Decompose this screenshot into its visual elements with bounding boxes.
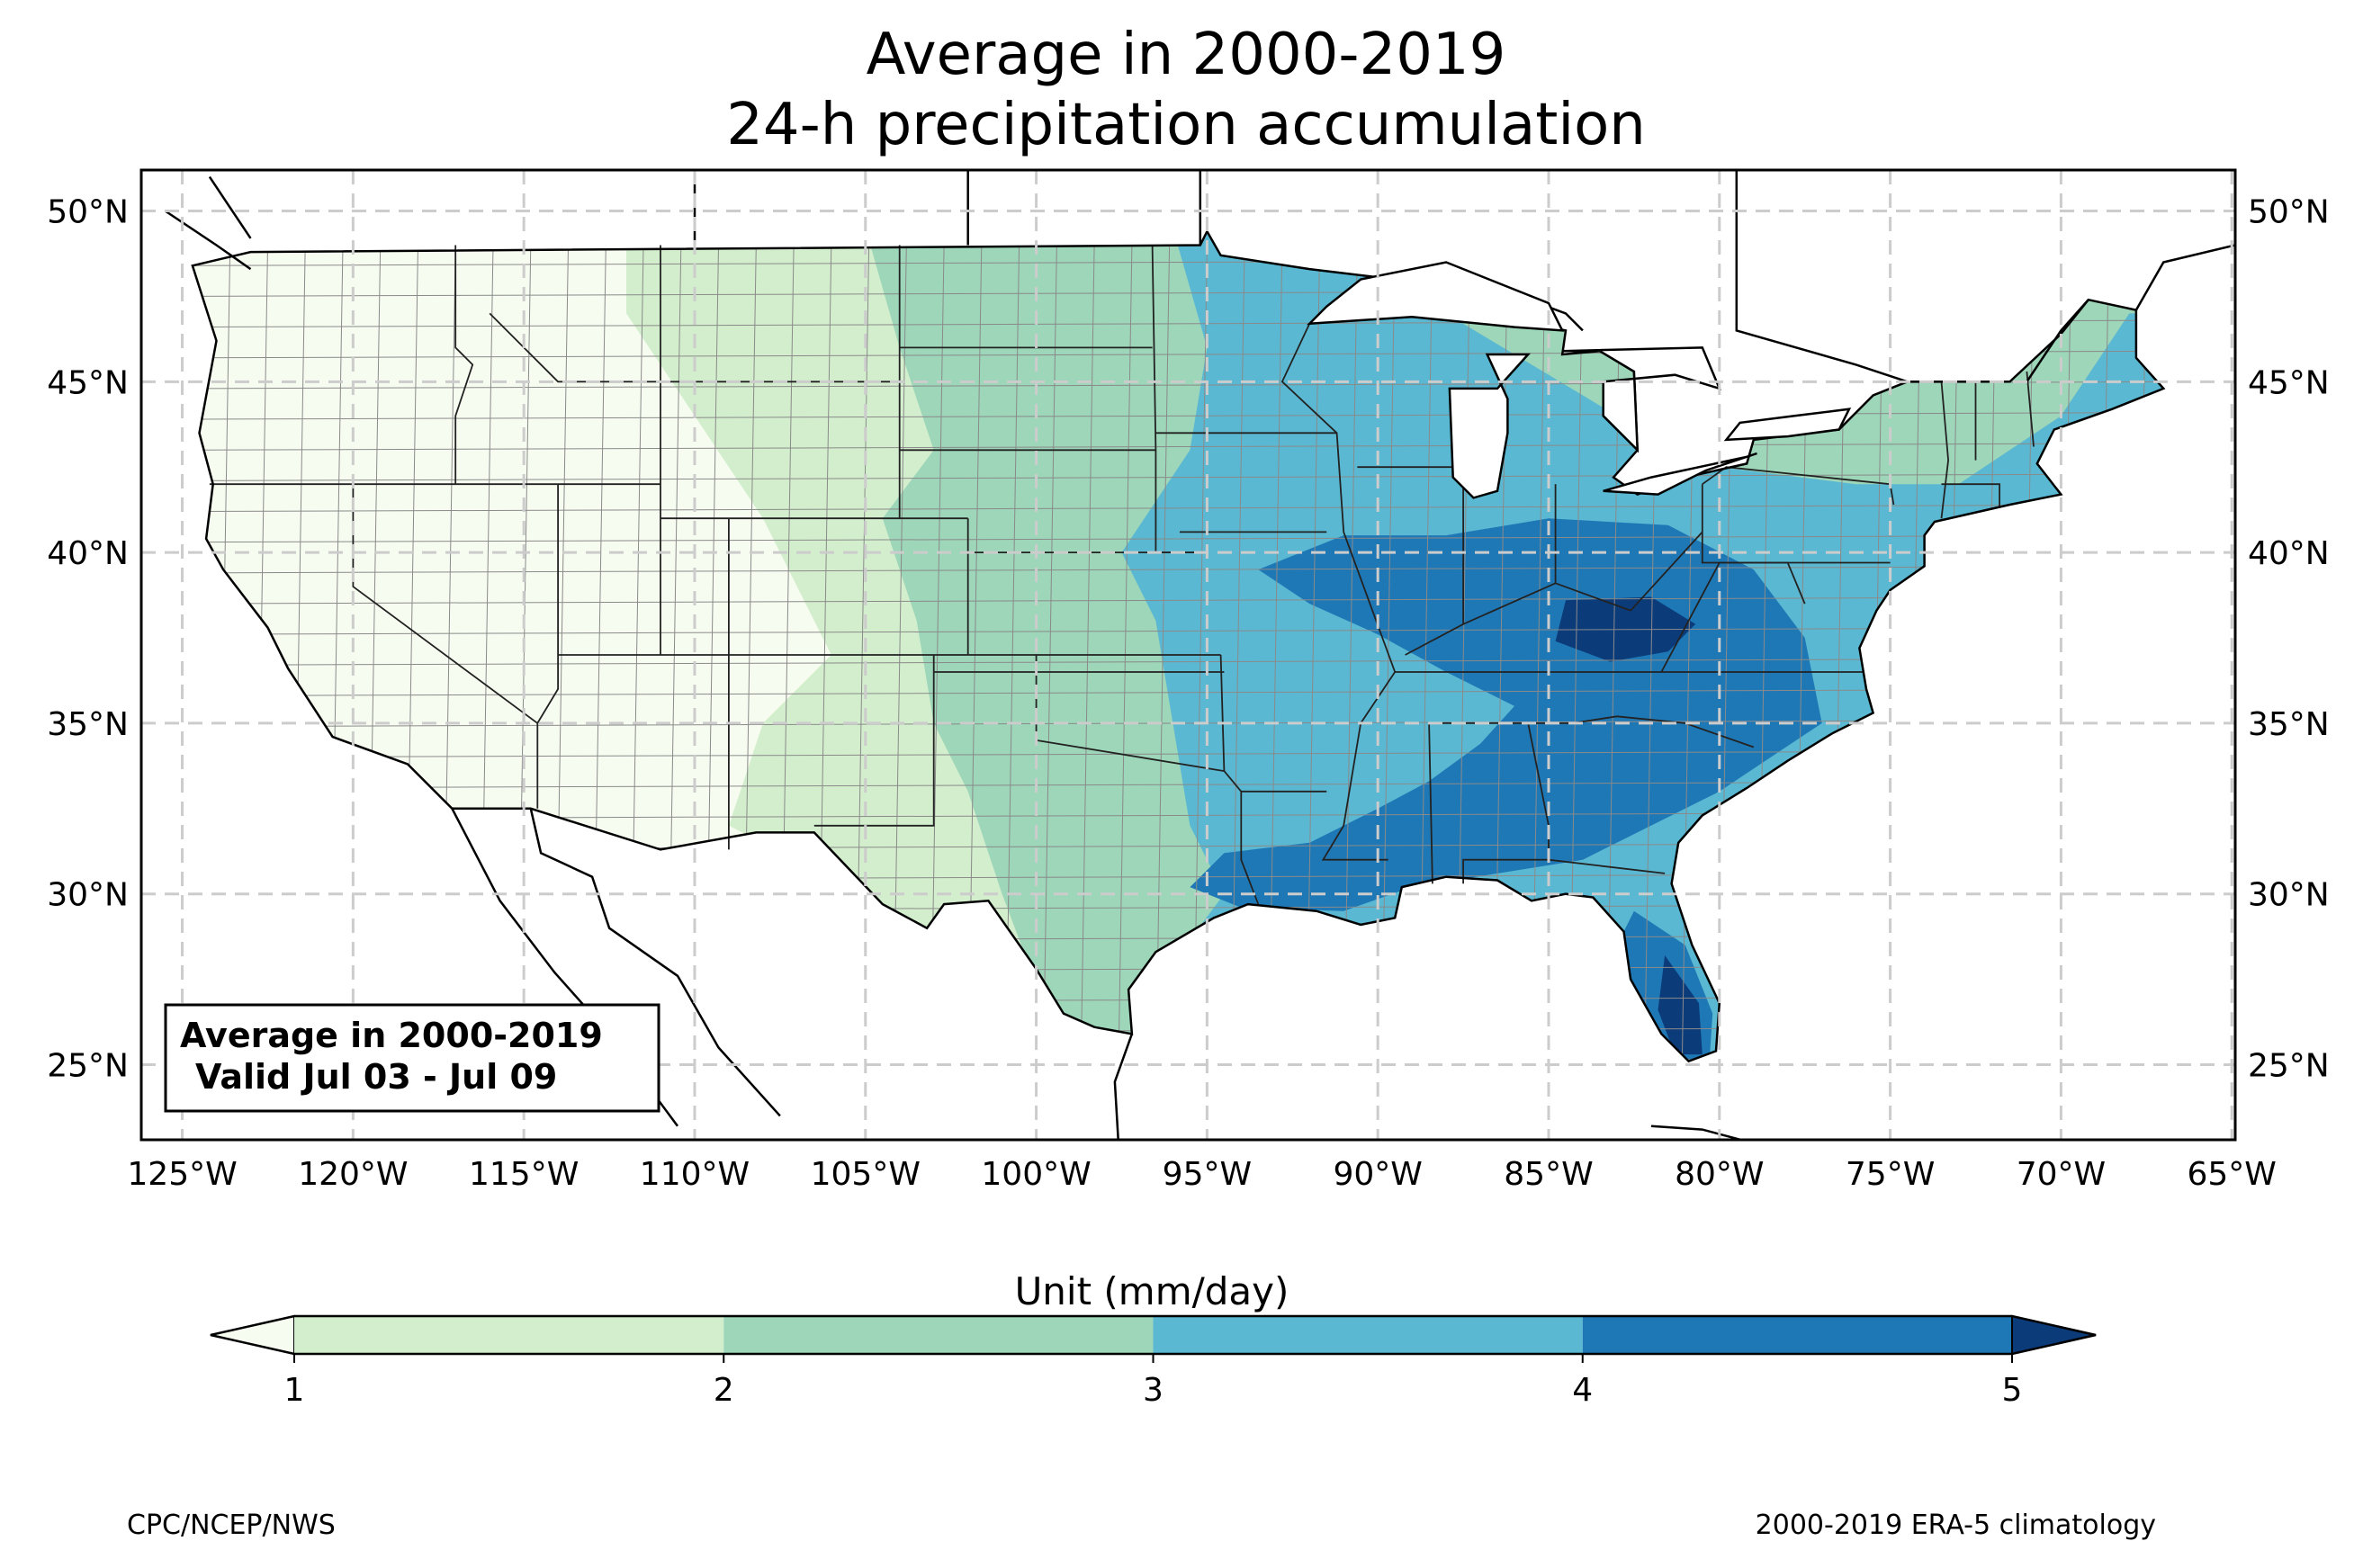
colorbar-ticks: 1 2 3 4 5 <box>284 1354 2023 1409</box>
valid-period-box: Average in 2000-2019 Valid Jul 03 - Jul … <box>164 1003 660 1113</box>
lat-tick-label-right: 30°N <box>2248 877 2330 914</box>
colorbar-extend-high <box>2011 1314 2097 1356</box>
lat-tick-label-right: 50°N <box>2248 194 2330 231</box>
footer-left: CPC/NCEP/NWS <box>127 1510 336 1541</box>
lake-michigan <box>1448 353 1532 499</box>
lon-tick-label: 100°W <box>981 1156 1091 1193</box>
lon-tick-label: 95°W <box>1163 1156 1252 1193</box>
map-panel: 125°W 120°W 115°W 110°W 105°W 100°W 95°W 90°W 85… <box>47 168 2330 1193</box>
valid-period-box-line-2: Valid Jul 03 - Jul 09 <box>195 1057 557 1097</box>
lat-tick-label-left: 50°N <box>47 194 129 231</box>
title-line-2: 24-h precipitation accumulation <box>726 92 1646 158</box>
colorbar-tick-label: 3 <box>1143 1372 1164 1409</box>
lon-tick-label: 110°W <box>640 1156 750 1193</box>
colorbar-extend-low <box>210 1314 295 1356</box>
footer-right: 2000-2019 ERA-5 climatology <box>1756 1510 2156 1541</box>
lon-tick-label: 105°W <box>811 1156 921 1193</box>
lat-tick-label-right: 45°N <box>2248 364 2330 401</box>
country-borders <box>164 170 2235 1140</box>
lon-tick-label: 115°W <box>469 1156 579 1193</box>
lat-tick-label-right: 40°N <box>2248 535 2330 572</box>
colorbar-segment <box>294 1316 724 1354</box>
lat-tick-label-left: 35°N <box>47 706 129 743</box>
colorbar-tick-label: 4 <box>1572 1372 1593 1409</box>
lat-tick-label-left: 40°N <box>47 535 129 572</box>
colorbar-tick-label: 1 <box>284 1372 305 1409</box>
map-frame <box>139 168 2237 1142</box>
valid-period-box-line-1: Average in 2000-2019 <box>180 1016 603 1055</box>
latitude-tick-labels-right: 50°N 45°N 40°N 35°N 30°N 25°N <box>2248 194 2330 1085</box>
lake-huron <box>1562 346 1721 453</box>
lat-tick-label-right: 35°N <box>2248 706 2330 743</box>
colorbar-tick-label: 2 <box>714 1372 734 1409</box>
lon-tick-label: 75°W <box>1846 1156 1935 1193</box>
colorbar: Unit (mm/day) 1 2 3 4 5 <box>210 1269 2097 1409</box>
lon-tick-label: 120°W <box>298 1156 408 1193</box>
lat-tick-label-left: 45°N <box>47 364 129 401</box>
lon-tick-label: 80°W <box>1675 1156 1764 1193</box>
precip-above-5-florida <box>1658 955 1703 1055</box>
colorbar-title: Unit (mm/day) <box>1015 1269 1289 1313</box>
lat-tick-label-right: 25°N <box>2248 1047 2330 1084</box>
longitude-tick-labels: 125°W 120°W 115°W 110°W 105°W 100°W 95°W 90°W 85… <box>127 1156 2277 1193</box>
colorbar-tick-label: 5 <box>2002 1372 2023 1409</box>
colorbar-segment <box>1582 1316 2012 1354</box>
colorbar-segment <box>1153 1316 1583 1354</box>
lon-tick-label: 125°W <box>127 1156 237 1193</box>
latitude-tick-labels-left: 50°N 45°N 40°N 35°N 30°N 25°N <box>47 194 129 1085</box>
colorbar-segments <box>210 1314 2097 1356</box>
lake-superior <box>1307 261 1565 332</box>
lon-tick-label: 70°W <box>2017 1156 2106 1193</box>
lat-tick-label-left: 25°N <box>47 1047 129 1084</box>
colorbar-segment <box>723 1316 1154 1354</box>
lon-tick-label: 65°W <box>2188 1156 2277 1193</box>
lon-tick-label: 85°W <box>1504 1156 1593 1193</box>
lake-ontario <box>1723 408 1852 442</box>
title-line-1: Average in 2000-2019 <box>867 22 1506 88</box>
graticule <box>141 170 2235 1140</box>
lat-tick-label-left: 30°N <box>47 877 129 914</box>
lon-tick-label: 90°W <box>1333 1156 1422 1193</box>
